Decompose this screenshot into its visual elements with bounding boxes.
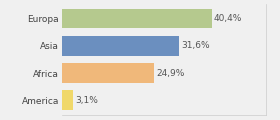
Bar [62, 36, 179, 56]
Bar [62, 90, 73, 110]
Bar [62, 9, 212, 28]
Text: 31,6%: 31,6% [181, 41, 210, 50]
Bar [62, 63, 154, 83]
Text: 24,9%: 24,9% [156, 69, 185, 78]
Text: 40,4%: 40,4% [214, 14, 242, 23]
Text: 3,1%: 3,1% [75, 96, 98, 105]
